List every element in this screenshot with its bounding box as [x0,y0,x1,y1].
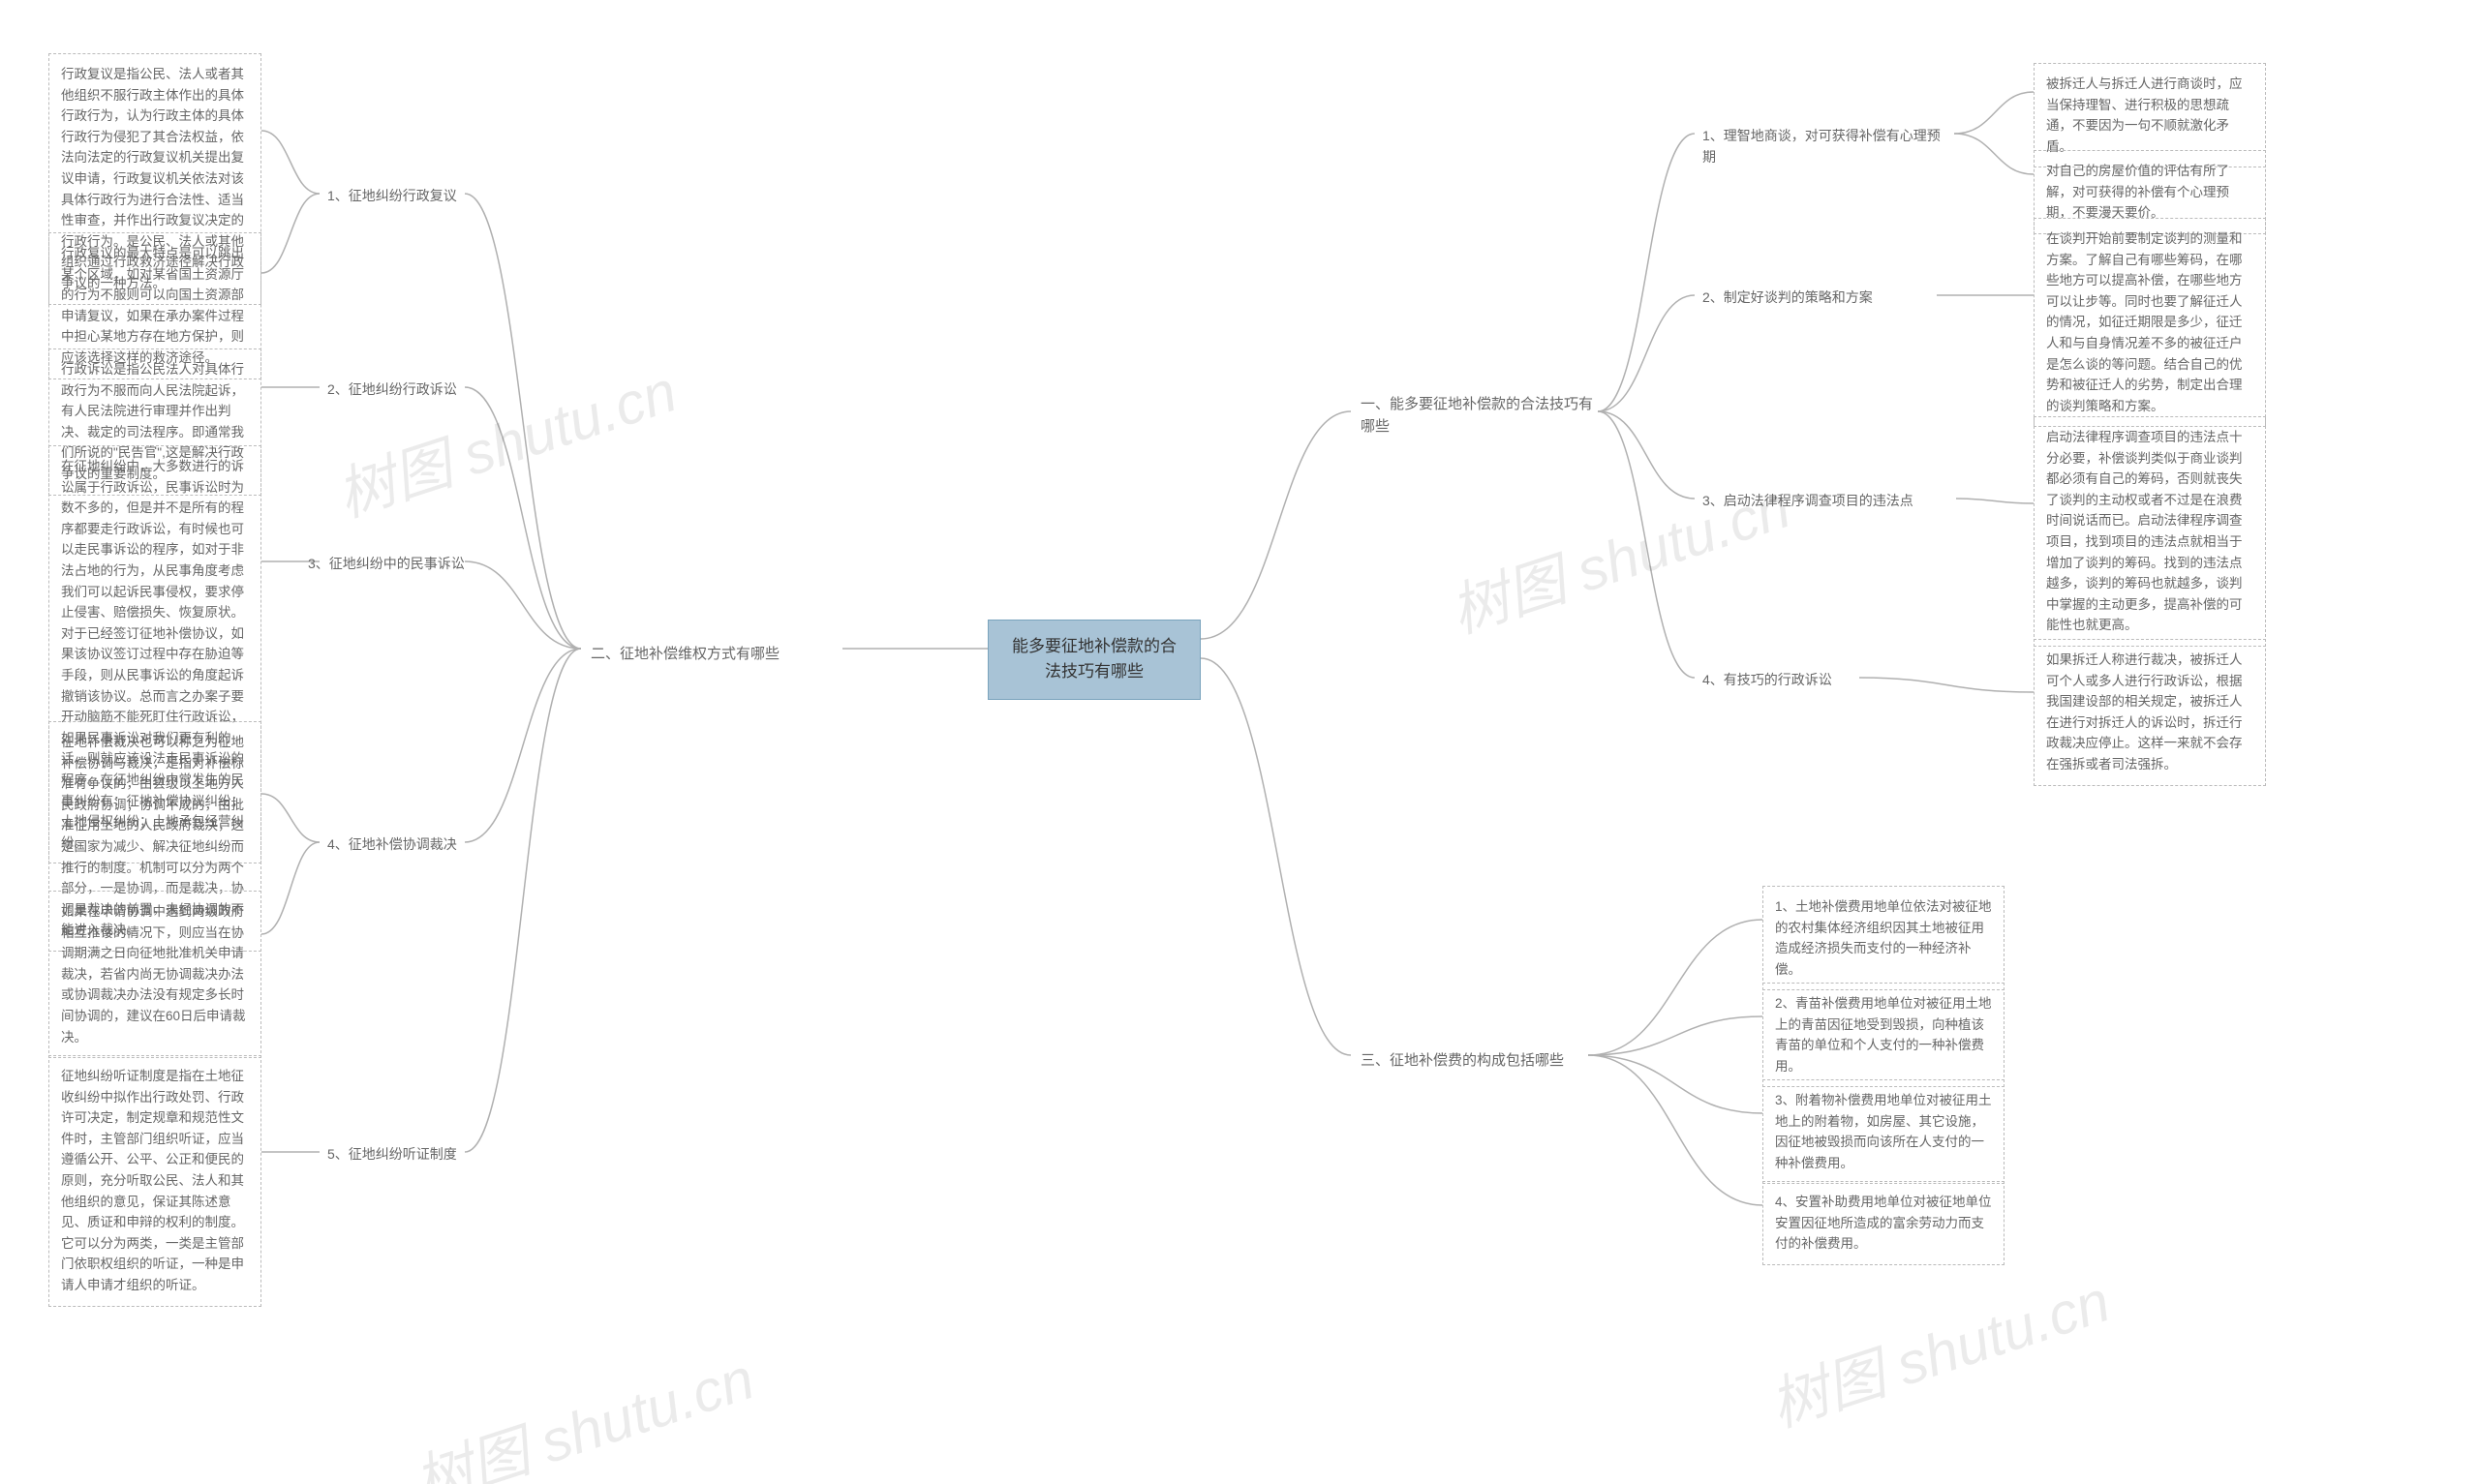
leaf-r1-2a: 在谈判开始前要制定谈判的测量和方案。了解自己有哪些筹码，在哪些地方可以提高补偿，… [2034,218,2266,427]
sub-r1-3: 3、启动法律程序调查项目的违法点 [1695,487,1942,516]
watermark: 树图 shutu.cn [402,1332,763,1484]
branch-right-2: 三、征地补偿费的构成包括哪些 [1351,1044,1593,1077]
root-node: 能多要征地补偿款的合法技巧有哪些 [988,620,1201,700]
leaf-r2-3: 3、附着物补偿费用地单位对被征用土地上的附着物，如房屋、其它设施，因征地被毁损而… [1762,1079,2005,1184]
leaf-r2-1: 1、土地补偿费用地单位依法对被征地的农村集体经济组织因其土地被征用造成经济损失而… [1762,886,2005,990]
leaf-r2-4: 4、安置补助费用地单位对被征地单位安置因征地所造成的富余劳动力而支付的补偿费用。 [1762,1181,2005,1265]
sub-r1-4: 4、有技巧的行政诉讼 [1695,666,1850,695]
sub-left-3: 3、征地纠纷中的民事诉讼 [300,550,473,579]
sub-left-5: 5、征地纠纷听证制度 [320,1140,465,1169]
watermark: 树图 shutu.cn [324,345,686,533]
leaf-r1-4a: 如果拆迁人称进行裁决，被拆迁人可个人或多人进行行政诉讼，根据我国建设部的相关规定… [2034,639,2266,786]
leaf-r2-2: 2、青苗补偿费用地单位对被征用土地上的青苗因征地受到毁损，向种植该青苗的单位和个… [1762,983,2005,1087]
branch-right-1: 一、能多要征地补偿款的合法技巧有哪些 [1351,387,1603,444]
sub-left-1: 1、征地纠纷行政复议 [320,182,465,211]
sub-left-2: 2、征地纠纷行政诉讼 [320,376,465,405]
leaf-l4b: 如果在申请协调中遇到两级政府相互推诿的情况下，则应当在协调期满之日向征地批准机关… [48,891,261,1058]
sub-r1-2: 2、制定好谈判的策略和方案 [1695,284,1888,313]
branch-left: 二、征地补偿维权方式有哪些 [581,637,847,671]
sub-left-4: 4、征地补偿协调裁决 [320,831,465,860]
sub-r1-1: 1、理智地商谈，对可获得补偿有心理预期 [1695,122,1961,171]
watermark: 树图 shutu.cn [1758,1255,2119,1443]
leaf-l5a: 征地纠纷听证制度是指在土地征收纠纷中拟作出行政处罚、行政许可决定，制定规章和规范… [48,1055,261,1307]
leaf-r1-3a: 启动法律程序调查项目的违法点十分必要，补偿谈判类似于商业谈判都必须有自己的筹码，… [2034,416,2266,647]
